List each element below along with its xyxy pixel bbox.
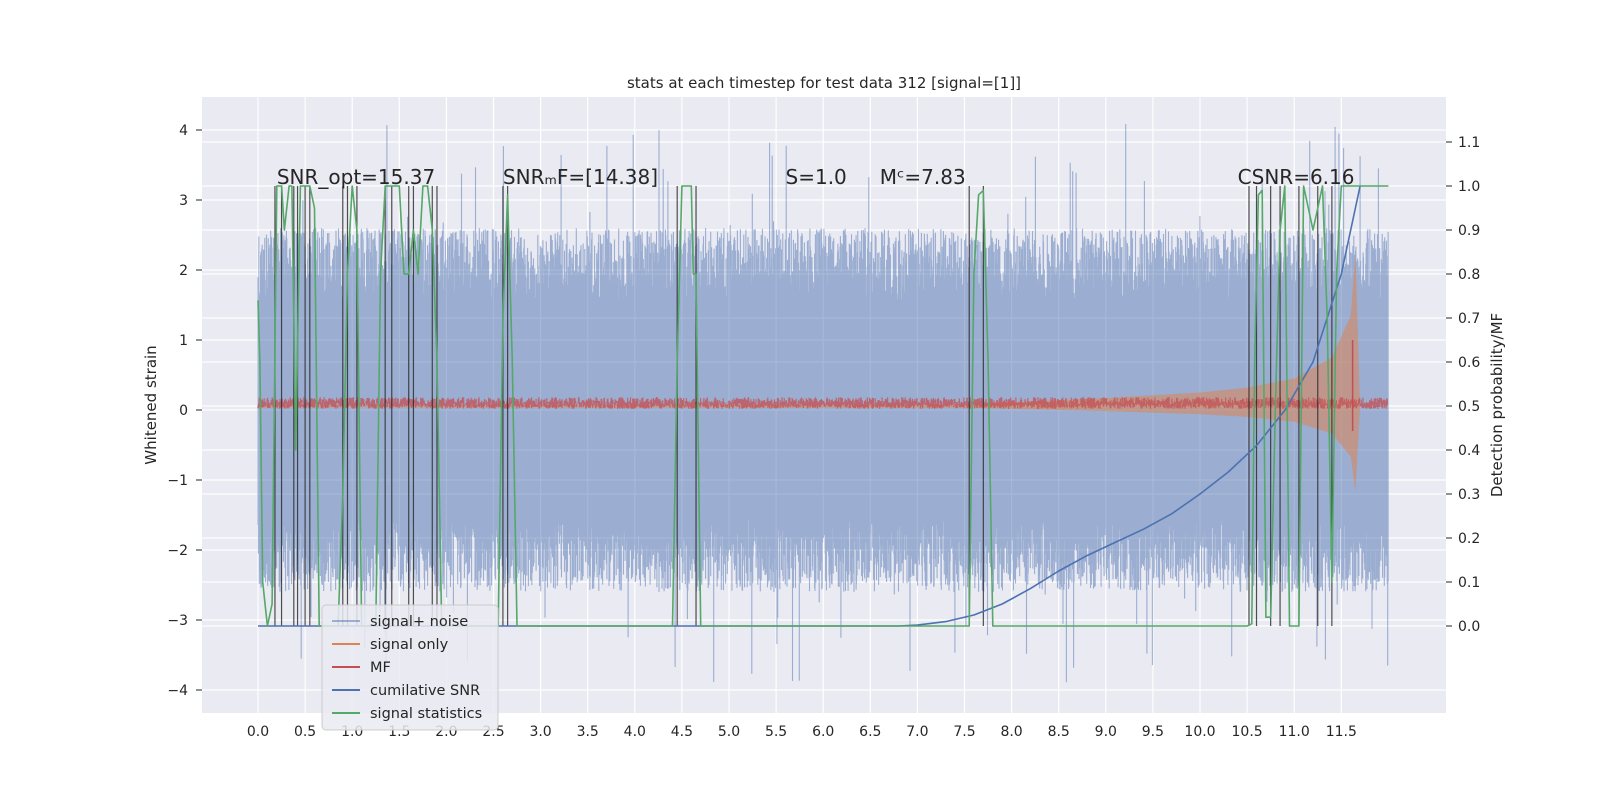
x-tick-label: 8.0 <box>1000 724 1022 740</box>
chart-title: stats at each timestep for test data 312… <box>627 74 1021 92</box>
y2-tick-label: 0.3 <box>1458 487 1480 503</box>
series-signal-statistics <box>257 185 1389 627</box>
annotation-text: CSNR=6.16 <box>1238 165 1355 189</box>
annotation-text: SNRₘF=[14.38] <box>503 165 658 189</box>
y-tick-label: 1 <box>179 333 188 349</box>
y2-tick-label: 0.2 <box>1458 531 1480 547</box>
x-tick-label: 0.0 <box>247 724 269 740</box>
x-tick-label: 11.0 <box>1279 724 1310 740</box>
y-tick-label: 4 <box>179 123 188 139</box>
y-tick-label: 2 <box>179 263 188 279</box>
x-tick-label: 7.5 <box>953 724 975 740</box>
series-cumulative-snr <box>258 185 1361 627</box>
series-mf <box>257 397 1389 409</box>
x-tick-label: 8.5 <box>1048 724 1070 740</box>
legend-label: signal statistics <box>370 706 482 722</box>
series-layer <box>257 124 1389 683</box>
y-tick-label: −1 <box>167 473 188 489</box>
axes: 0.0 0.5 1.0 1.5 2.0 2.5 3.0 3.5 4.0 4.5 5.0 5.5 6.0 6… <box>167 123 1480 740</box>
y-axis-label: Whitened strain <box>142 345 160 464</box>
y2-tick-label: 0.5 <box>1458 399 1480 415</box>
x-tick-label: 0.5 <box>294 724 316 740</box>
x-tick-label: 3.0 <box>529 724 551 740</box>
y2-tick-label: 1.1 <box>1458 135 1480 151</box>
legend-label: MF <box>370 660 391 676</box>
legend-label: cumilative SNR <box>370 683 480 699</box>
x-tick-label: 5.0 <box>718 724 740 740</box>
x-tick-label: 9.5 <box>1142 724 1164 740</box>
annotation-text: SNR_opt=15.37 <box>277 165 435 189</box>
x-tick-label: 5.5 <box>765 724 787 740</box>
y2-tick-label: 0.0 <box>1458 619 1480 635</box>
y-tick-label: 3 <box>179 193 188 209</box>
x-tick-label: 4.0 <box>624 724 646 740</box>
x-tick-label: 6.0 <box>812 724 834 740</box>
y2-tick-label: 0.1 <box>1458 575 1480 591</box>
legend-box <box>321 604 499 731</box>
x-tick-label: 3.5 <box>577 724 599 740</box>
annotation-text: S=1.0 <box>786 165 847 189</box>
x-tick-label: 6.5 <box>859 724 881 740</box>
x-tick-label: 10.5 <box>1232 724 1263 740</box>
legend-label: signal only <box>370 637 449 653</box>
y2-axis-label: Detection probability/MF <box>1488 313 1506 497</box>
legend: signal+ noise signal only MF cumilative SNR… <box>321 604 499 731</box>
legend-label: signal+ noise <box>370 614 468 630</box>
y2-tick-label: 0.8 <box>1458 267 1480 283</box>
y2-tick-label: 0.6 <box>1458 355 1480 371</box>
x-tick-label: 9.0 <box>1095 724 1117 740</box>
x-tick-label: 11.5 <box>1326 724 1357 740</box>
y-tick-label: 0 <box>179 403 188 419</box>
annotation-layer: SNR_opt=15.37 SNRₘF=[14.38] S=1.0 Mᶜ=7.83 CS… <box>277 165 1355 189</box>
y-tick-label: −3 <box>167 613 188 629</box>
y-tick-label: −2 <box>167 543 188 559</box>
y2-tick-label: 0.4 <box>1458 443 1480 459</box>
x-tick-label: 10.0 <box>1184 724 1215 740</box>
y2-tick-label: 1.0 <box>1458 179 1480 195</box>
y-tick-label: −4 <box>167 683 188 699</box>
y2-tick-label: 0.7 <box>1458 311 1480 327</box>
y2-tick-label: 0.9 <box>1458 223 1480 239</box>
annotation-text: Mᶜ=7.83 <box>880 165 966 189</box>
x-tick-label: 7.0 <box>906 724 928 740</box>
x-tick-label: 4.5 <box>671 724 693 740</box>
